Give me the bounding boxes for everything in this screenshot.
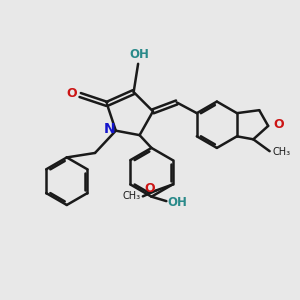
Text: OH: OH: [168, 196, 188, 209]
Text: CH₃: CH₃: [272, 147, 290, 157]
Text: OH: OH: [130, 48, 149, 61]
Text: O: O: [274, 118, 284, 131]
Text: CH₃: CH₃: [122, 191, 140, 201]
Text: O: O: [144, 182, 155, 195]
Text: O: O: [66, 87, 76, 100]
Text: N: N: [103, 122, 115, 136]
